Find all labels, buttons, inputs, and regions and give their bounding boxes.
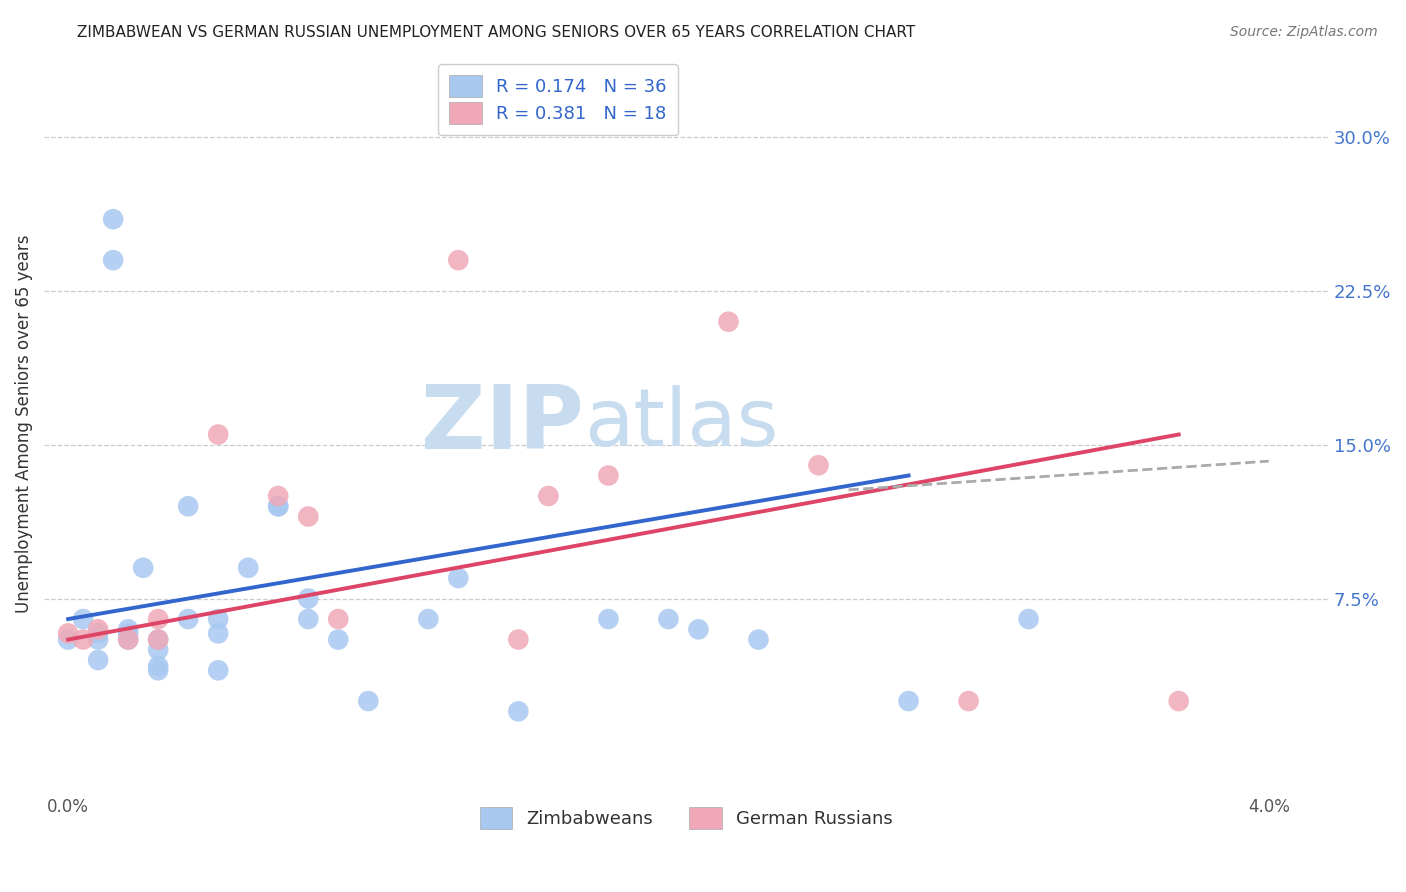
Point [598,612,620,626]
Point [267,489,290,503]
Point [447,253,470,268]
Point [56,632,79,647]
Point [508,704,530,718]
Point [297,612,319,626]
Point [657,612,679,626]
Point [117,622,139,636]
Point [177,500,200,514]
Point [328,632,350,647]
Point [101,253,124,268]
Point [132,561,155,575]
Text: ZIMBABWEAN VS GERMAN RUSSIAN UNEMPLOYMENT AMONG SENIORS OVER 65 YEARS CORRELATIO: ZIMBABWEAN VS GERMAN RUSSIAN UNEMPLOYMEN… [77,25,915,40]
Point [101,212,124,227]
Point [957,694,980,708]
Point [297,509,319,524]
Point [447,571,470,585]
Point [297,591,319,606]
Point [328,612,350,626]
Point [72,632,94,647]
Point [87,653,110,667]
Text: Source: ZipAtlas.com: Source: ZipAtlas.com [1230,25,1378,39]
Point [146,642,169,657]
Text: ZIP: ZIP [420,381,583,467]
Point [146,612,169,626]
Text: atlas: atlas [583,385,778,463]
Point [807,458,830,473]
Point [357,694,380,708]
Point [267,500,290,514]
Point [418,612,440,626]
Point [146,659,169,673]
Point [117,626,139,640]
Point [207,626,229,640]
Point [897,694,920,708]
Point [238,561,260,575]
Point [508,632,530,647]
Point [717,315,740,329]
Point [117,632,139,647]
Point [146,632,169,647]
Point [207,427,229,442]
Point [1018,612,1040,626]
Point [207,663,229,677]
Y-axis label: Unemployment Among Seniors over 65 years: Unemployment Among Seniors over 65 years [15,235,32,614]
Point [87,622,110,636]
Point [747,632,769,647]
Point [56,626,79,640]
Point [267,500,290,514]
Point [207,612,229,626]
Point [87,632,110,647]
Point [1167,694,1189,708]
Point [72,612,94,626]
Point [117,632,139,647]
Point [146,663,169,677]
Point [87,626,110,640]
Point [177,612,200,626]
Point [146,632,169,647]
Legend: Zimbabweans, German Russians: Zimbabweans, German Russians [472,799,900,836]
Point [688,622,710,636]
Point [598,468,620,483]
Point [537,489,560,503]
